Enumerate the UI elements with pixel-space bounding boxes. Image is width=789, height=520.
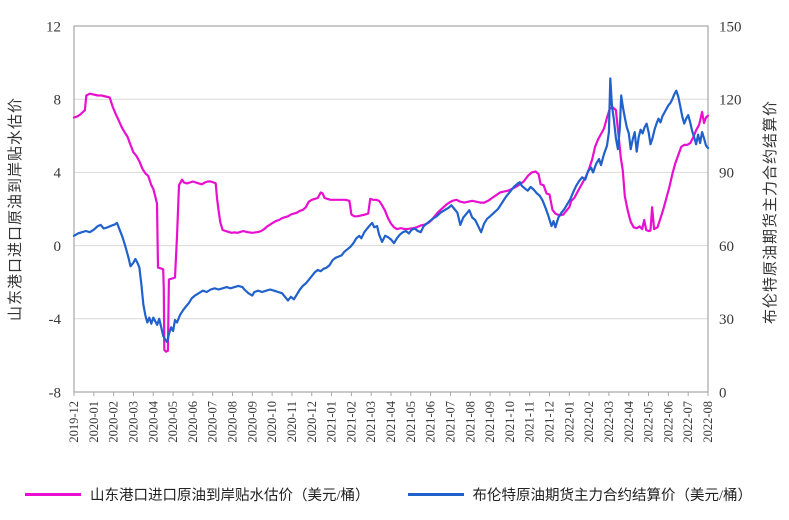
x-tick-label: 2022-01 (562, 401, 576, 443)
brent-series-line (72, 77, 710, 344)
right-axis-tick-label: 90 (719, 166, 734, 182)
left-axis-title: 山东港口进口原油到岸贴水估价 (8, 97, 24, 322)
x-tick-label: 2020-07 (206, 401, 220, 443)
x-tick-label: 2021-11 (523, 401, 537, 442)
x-tick-label: 2021-08 (463, 401, 477, 443)
x-tick-label: 2021-09 (483, 401, 497, 443)
right-axis-tick-label: 30 (719, 312, 734, 328)
x-tick-label: 2021-05 (404, 401, 418, 443)
x-tick-label: 2022-07 (681, 401, 695, 443)
right-axis-title: 布伦特原油期货主力合约结算价 (763, 100, 779, 325)
x-tick-label: 2020-06 (186, 401, 200, 443)
x-tick-label: 2021-06 (424, 401, 438, 443)
x-tick-label: 2022-02 (582, 401, 596, 443)
x-tick-label: 2020-10 (265, 401, 279, 443)
x-tick-label: 2020-01 (87, 401, 101, 443)
brent-line-swatch (407, 493, 464, 496)
left-axis-tick-label: 8 (54, 92, 62, 108)
right-axis-tick-label: 60 (719, 239, 734, 255)
left-axis-tick-label: -8 (49, 385, 62, 401)
right-axis-tick-label: 120 (719, 92, 742, 108)
left-axis-tick-label: 4 (54, 166, 62, 182)
x-tick-label: 2022-03 (602, 401, 616, 443)
x-tick-label: 2020-09 (245, 401, 259, 443)
x-tick-label: 2020-11 (285, 401, 299, 442)
right-axis-tick-label: 150 (719, 19, 742, 35)
x-tick-label: 2019-12 (67, 401, 81, 443)
x-tick-label: 2022-06 (661, 401, 675, 443)
x-tick-label: 2021-10 (503, 401, 517, 443)
legend: 山东港口进口原油到岸贴水估价（美元/桶） 布伦特原油期货主力合约结算价（美元/桶… (25, 484, 752, 505)
x-tick-label: 2020-04 (146, 400, 160, 442)
legend-item-brent: 布伦特原油期货主力合约结算价（美元/桶） (407, 484, 753, 505)
premium-legend-label: 山东港口进口原油到岸贴水估价（美元/桶） (90, 488, 370, 504)
x-tick-label: 2021-12 (543, 401, 557, 443)
x-tick-label: 2020-12 (305, 401, 319, 443)
x-tick-label: 2022-04 (622, 400, 636, 442)
left-axis-tick-label: 0 (54, 239, 62, 255)
legend-item-premium: 山东港口进口原油到岸贴水估价（美元/桶） (25, 484, 370, 505)
x-tick-label: 2021-01 (325, 401, 339, 443)
left-axis-tick-label: 12 (46, 19, 61, 35)
x-tick-label: 2021-07 (443, 401, 457, 443)
left-axis-tick-label: -4 (49, 312, 62, 328)
premium-line-swatch (25, 493, 81, 496)
x-tick-label: 2020-02 (107, 401, 121, 443)
x-tick-label: 2022-08 (701, 401, 715, 443)
x-tick-label: 2020-05 (166, 401, 180, 443)
x-tick-label: 2022-05 (642, 401, 656, 443)
x-tick-label: 2021-04 (384, 400, 398, 442)
premium-series-line (72, 92, 710, 353)
x-tick-label: 2020-08 (226, 401, 240, 443)
right-axis-tick-label: 0 (719, 385, 727, 401)
x-tick-label: 2021-03 (364, 401, 378, 443)
x-tick-label: 2021-02 (344, 401, 358, 443)
x-tick-label: 2020-03 (126, 401, 140, 443)
brent-legend-label: 布伦特原油期货主力合约结算价（美元/桶） (472, 488, 753, 504)
